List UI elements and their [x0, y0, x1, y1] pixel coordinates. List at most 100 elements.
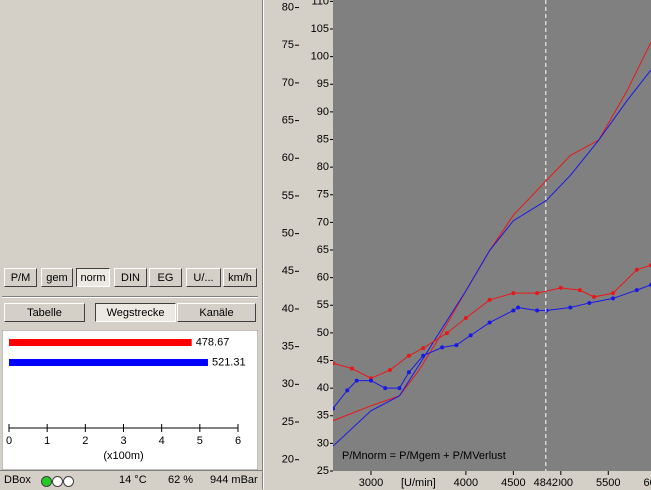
x-tick-label: 6000 [644, 477, 651, 489]
plot-area [333, 0, 651, 471]
series-marker [511, 291, 516, 296]
x-axis-label: [U/min] [401, 477, 436, 489]
y2-tick-label: 35 [317, 410, 329, 422]
series-marker [345, 388, 350, 393]
annotation: P/Mnorm = P/Mgem + P/MVerlust [342, 450, 506, 462]
y-tick-label: 80 [282, 1, 294, 13]
tab[interactable]: Tabelle [4, 303, 85, 322]
button[interactable]: km/h [223, 268, 257, 287]
tab[interactable]: Wegstrecke [95, 303, 176, 322]
x-tick-label: 0 [6, 435, 12, 447]
y2-tick-label: 30 [317, 437, 329, 449]
x-tick-label: 4000 [454, 477, 478, 489]
y-tick-label: 35 [282, 341, 294, 353]
tab[interactable]: Kanäle [177, 303, 256, 322]
y-tick-label: 25 [282, 416, 294, 428]
y2-tick-label: 90 [317, 106, 329, 118]
y-tick-label: 50 [282, 228, 294, 240]
distance-panel: 0 1 2 3 4 5 6 (x100m) 478.67 521.31 [2, 330, 258, 470]
y-tick-label: 60 [282, 152, 294, 164]
y2-tick-label: 105 [311, 23, 329, 35]
series-marker [463, 316, 468, 321]
bar [9, 359, 208, 366]
series-marker [444, 331, 449, 336]
series-marker [454, 343, 459, 348]
y-tick-label: 30 [282, 378, 294, 390]
y2-tick-label: 70 [317, 216, 329, 228]
button[interactable]: P/M [4, 268, 37, 287]
y-tick-label: 75 [282, 39, 294, 51]
series-marker [349, 366, 354, 371]
status-pressure: 944 mBar [210, 474, 258, 486]
status-bar: DBox 14 °C 62 % 944 mBar [0, 470, 262, 490]
series-marker [354, 378, 359, 383]
button[interactable]: EG [149, 268, 182, 287]
y2-tick-label: 95 [317, 78, 329, 90]
button[interactable]: DIN [114, 268, 147, 287]
y-tick-label: 45 [282, 265, 294, 277]
status-led [52, 476, 63, 487]
series-marker [568, 305, 573, 310]
series-marker [487, 320, 492, 325]
series-marker [516, 305, 521, 310]
x-axis-label: (x100m) [103, 450, 143, 462]
button[interactable]: U/... [186, 268, 221, 287]
cursor-label: 4842 [534, 477, 558, 489]
y2-tick-label: 110 [311, 0, 329, 7]
splitter [262, 0, 264, 489]
y2-tick-label: 50 [317, 327, 329, 339]
x-tick-label: 5500 [596, 477, 620, 489]
x-tick-label: 4500 [501, 477, 525, 489]
x-tick-label: 3 [120, 435, 126, 447]
separator [2, 296, 258, 298]
status-device: DBox [4, 474, 31, 486]
y2-tick-label: 85 [317, 133, 329, 145]
series-marker [535, 291, 540, 296]
dyno-chart: 20 25 30 35 40 45 50 55 60 65 70 75 80 25 30 35 40 45 50 55… [282, 0, 651, 489]
series-marker [611, 296, 616, 301]
series-marker [468, 333, 473, 338]
series-line [333, 69, 651, 447]
series-marker [544, 308, 549, 313]
x-tick-label: 4 [159, 435, 165, 447]
y-tick-label: 20 [282, 454, 294, 466]
series-marker [592, 294, 597, 299]
y2-tick-label: 40 [317, 382, 329, 394]
x-tick-label: 1 [44, 435, 50, 447]
series-marker [577, 288, 582, 293]
y2-tick-label: 25 [317, 465, 329, 477]
series-marker [333, 361, 335, 366]
series-marker [368, 378, 373, 383]
series-group [333, 42, 651, 447]
y2-tick-label: 60 [317, 272, 329, 284]
x-tick-label: 6 [235, 435, 241, 447]
panel-bg [2, 330, 258, 470]
series-marker [634, 288, 639, 293]
series-marker [421, 353, 426, 358]
series-marker [511, 308, 516, 313]
y-tick-label: 65 [282, 114, 294, 126]
y2-tick-label: 65 [317, 244, 329, 256]
status-humidity: 62 % [168, 474, 194, 486]
y-tick-label: 55 [282, 190, 294, 202]
x-tick-label: 2 [82, 435, 88, 447]
series-marker [634, 267, 639, 272]
series-marker [406, 353, 411, 358]
status-temperature: 14 °C [119, 474, 147, 486]
series-marker [587, 300, 592, 305]
x-tick-label: 5 [197, 435, 203, 447]
bar-value-label: 521.31 [212, 356, 246, 368]
series-marker [421, 346, 426, 351]
y-tick-label: 40 [282, 303, 294, 315]
series-marker [397, 386, 402, 391]
y-tick-label: 70 [282, 77, 294, 89]
series-marker [383, 386, 388, 391]
series-marker [558, 285, 563, 290]
button[interactable]: gem [41, 268, 73, 287]
series-marker [333, 406, 335, 411]
button[interactable]: norm [76, 268, 110, 287]
series-marker [387, 368, 392, 373]
series-marker [406, 370, 411, 375]
cursor-label-bg [532, 475, 559, 489]
